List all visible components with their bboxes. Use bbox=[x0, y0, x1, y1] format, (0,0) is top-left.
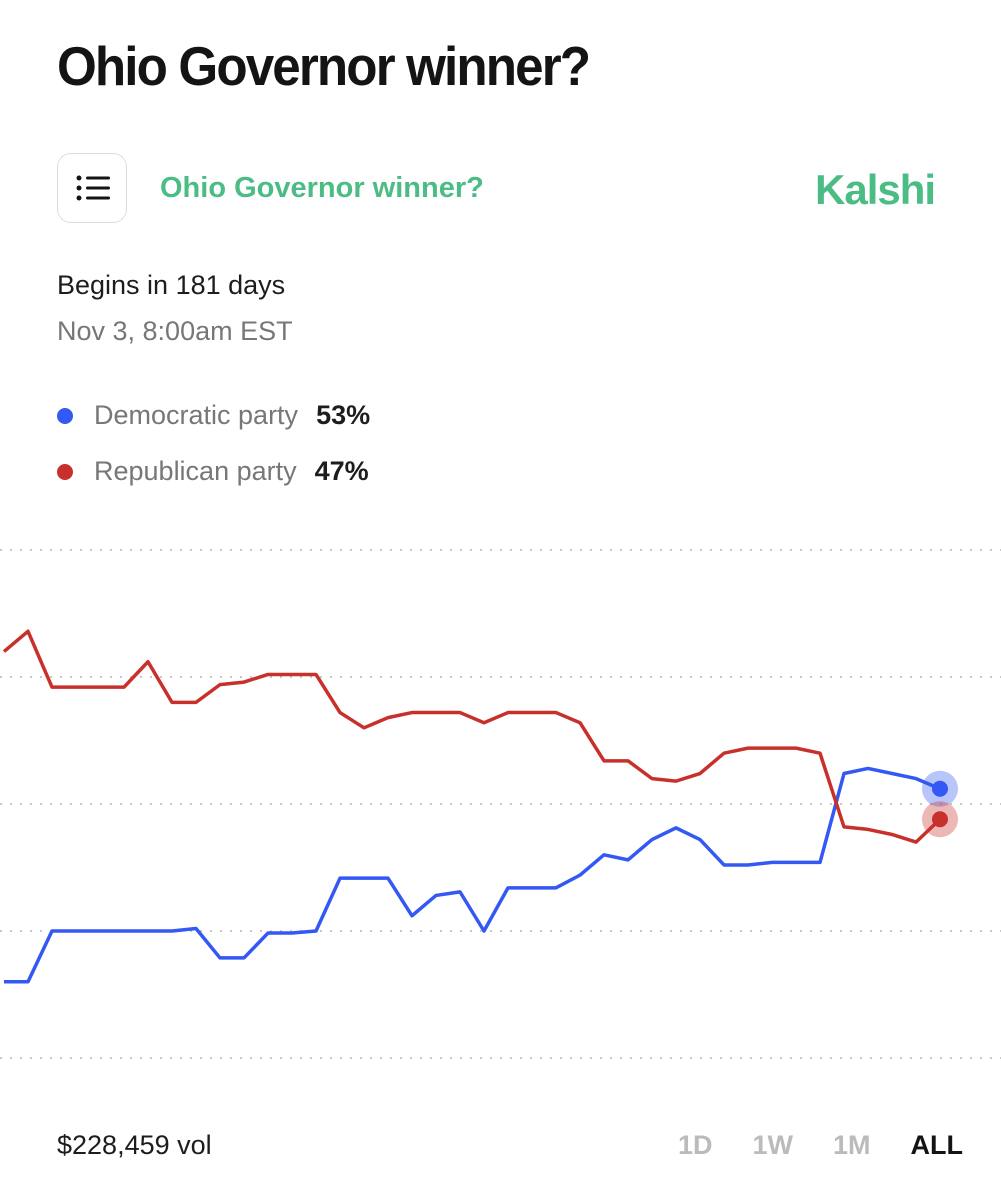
menu-icon bbox=[76, 175, 110, 201]
range-selector: 1D 1W 1M ALL bbox=[678, 1130, 963, 1161]
date-text: Nov 3, 8:00am EST bbox=[57, 316, 293, 346]
range-button[interactable]: 1W bbox=[752, 1130, 794, 1160]
range-button[interactable]: ALL bbox=[910, 1130, 963, 1160]
legend-label: Democratic party bbox=[94, 400, 299, 430]
market-link[interactable]: Ohio Governor winner? bbox=[160, 172, 484, 204]
volume: $228,459 vol bbox=[57, 1130, 212, 1160]
legend-dot bbox=[57, 463, 73, 480]
page-title: Ohio Governor winner? bbox=[57, 35, 591, 97]
legend-value: 47% bbox=[314, 456, 369, 486]
end-dot bbox=[932, 811, 948, 828]
begins-text: Begins in 181 days bbox=[57, 270, 286, 300]
legend-item: Democratic party 53% bbox=[57, 400, 370, 431]
range-button[interactable]: 1M bbox=[833, 1130, 871, 1160]
range-button[interactable]: 1D bbox=[677, 1130, 713, 1160]
end-dot bbox=[932, 780, 948, 797]
menu-button[interactable] bbox=[57, 153, 127, 223]
chart bbox=[0, 549, 1001, 1059]
brand-logo[interactable]: Kalshi bbox=[815, 166, 936, 213]
series-line bbox=[4, 766, 941, 984]
legend-item: Republican party 47% bbox=[57, 456, 369, 487]
legend-value: 53% bbox=[316, 400, 371, 430]
legend-label: Republican party bbox=[94, 456, 297, 486]
legend-dot bbox=[57, 407, 73, 424]
series-line bbox=[2, 629, 942, 844]
